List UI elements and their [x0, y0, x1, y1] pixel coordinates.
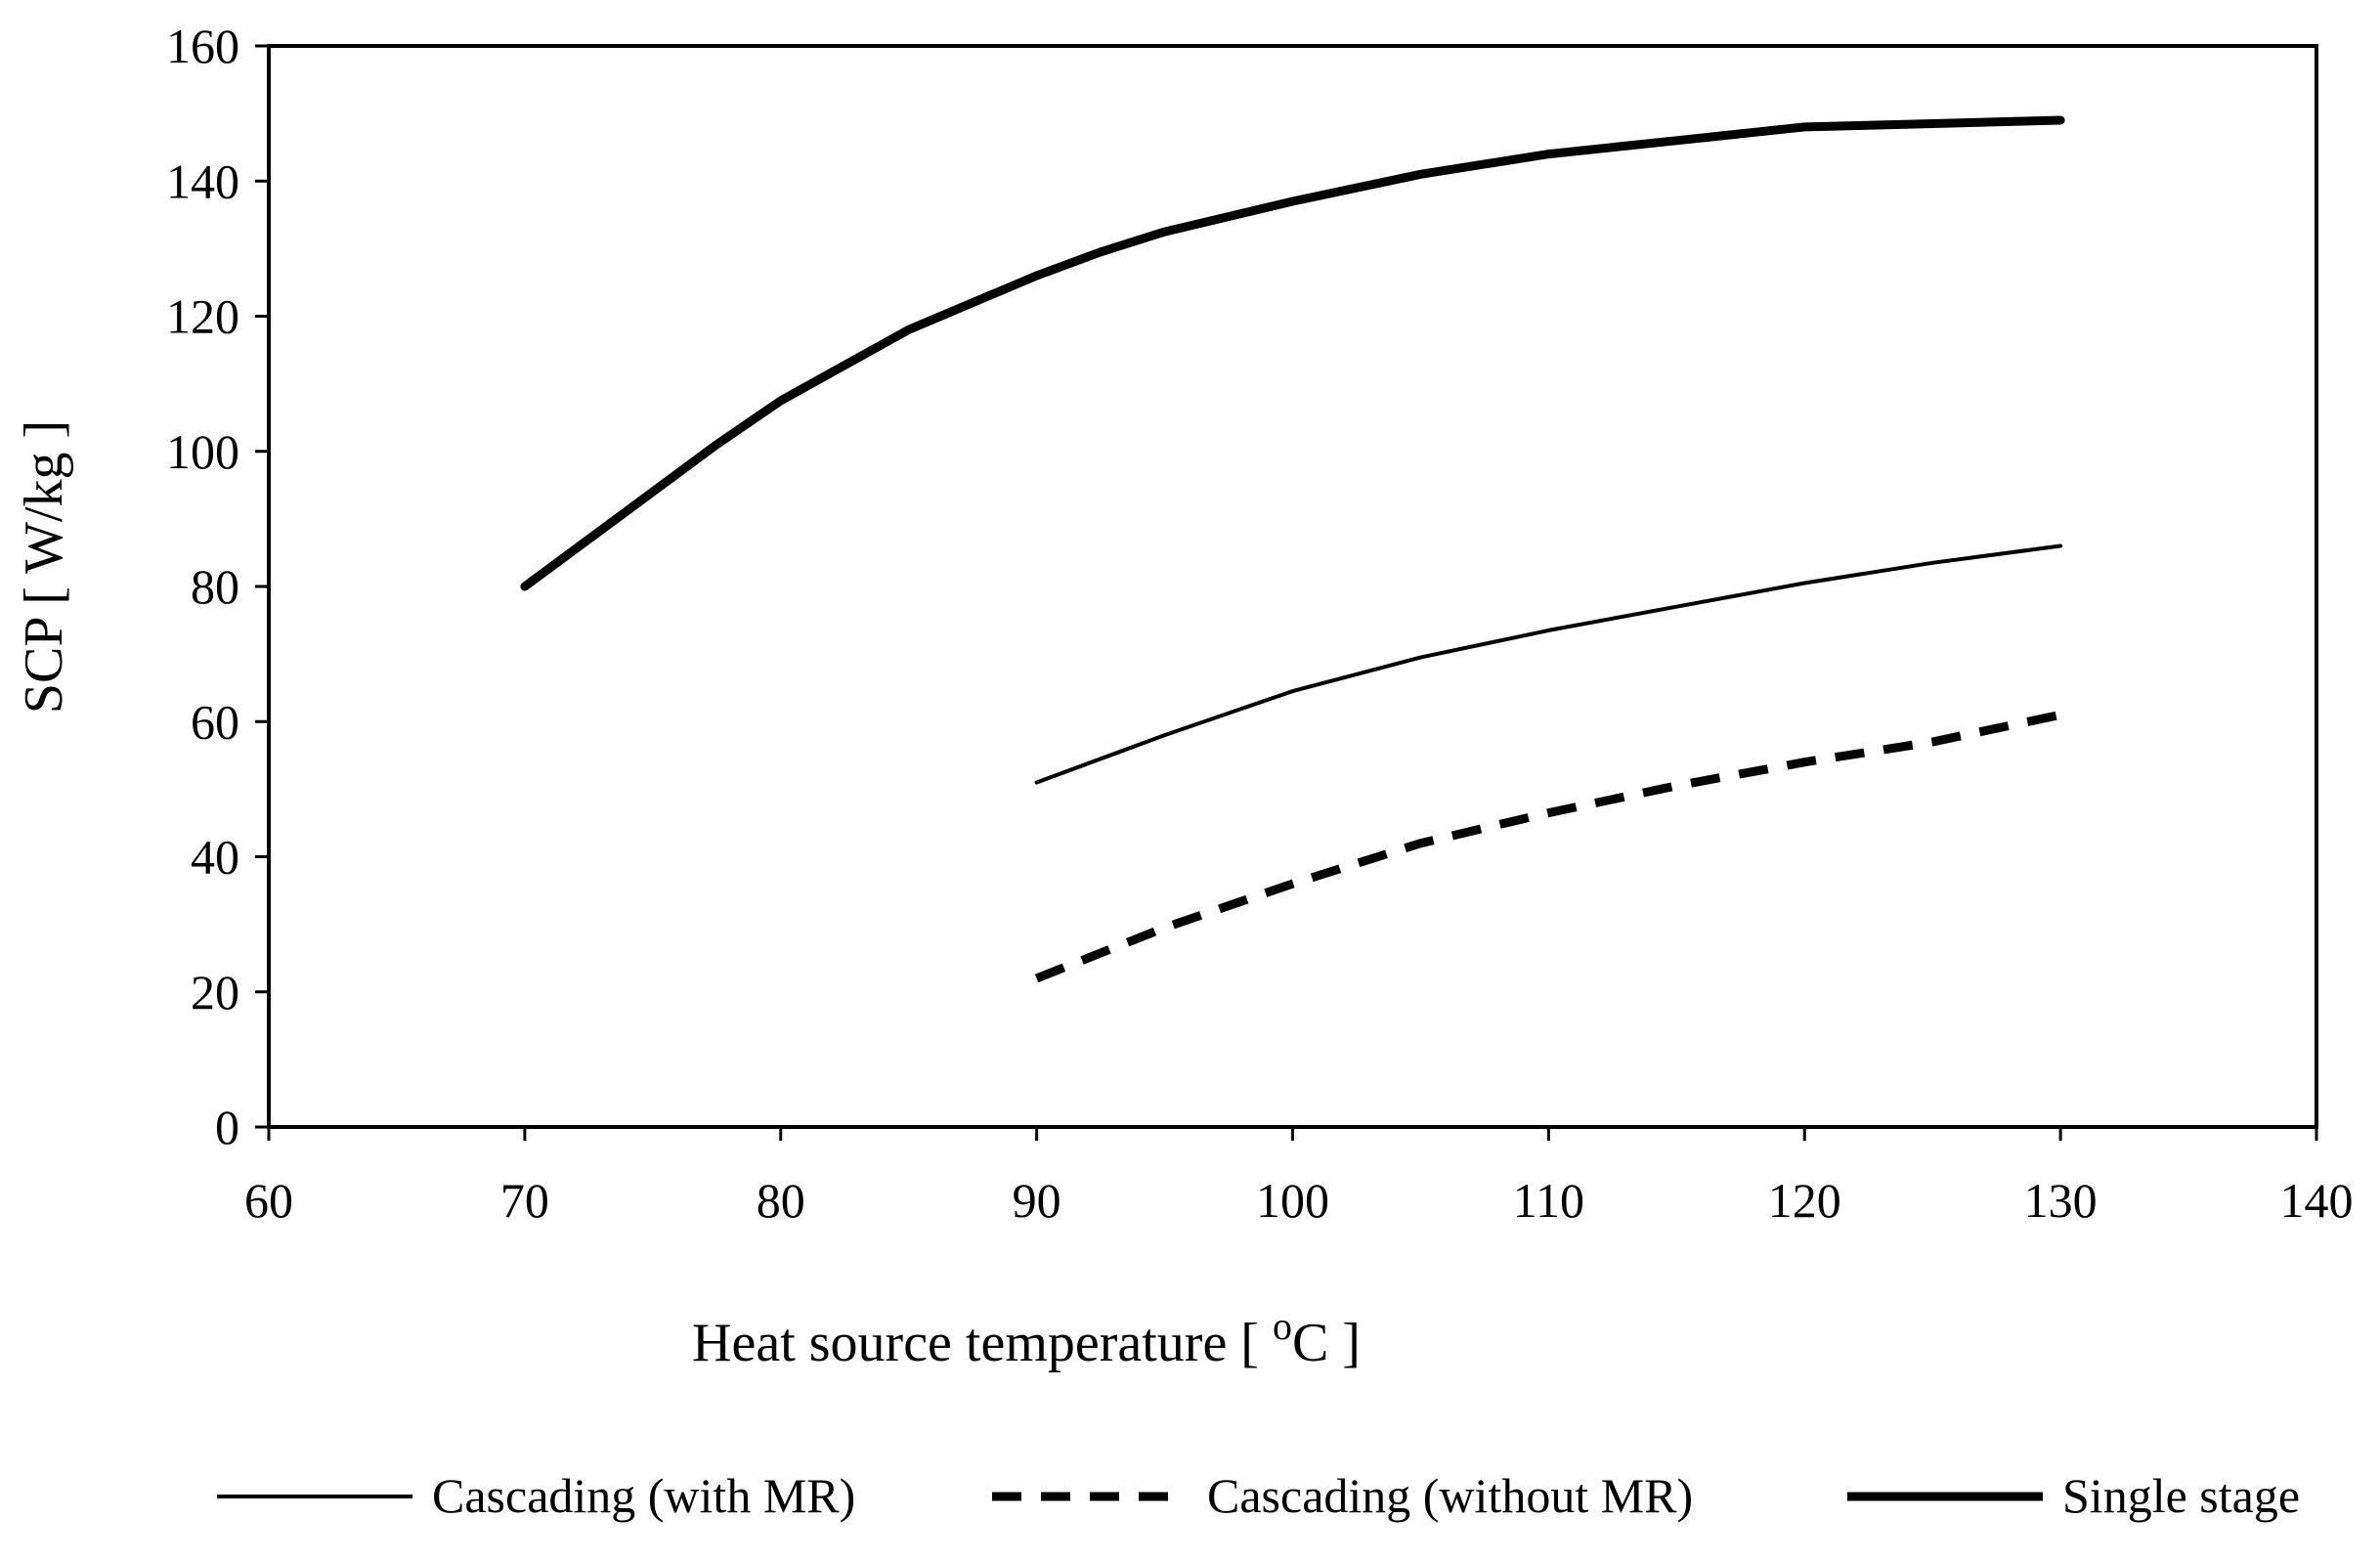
y-tick-label: 80 [191, 559, 239, 614]
x-axis-label-superscript: o [1273, 1304, 1292, 1348]
y-tick-label: 140 [166, 153, 239, 208]
y-tick-label: 120 [166, 289, 239, 344]
y-tick-label: 160 [166, 19, 239, 73]
x-tick-label: 90 [1013, 1173, 1061, 1228]
y-tick-label: 0 [215, 1100, 239, 1154]
axes: 60 70 80 90 100 110 120 130 140 0 20 40 60 80 100 120 14… [166, 19, 2354, 1228]
series-line-cascading-without-mr [1034, 710, 2062, 983]
x-axis-label: Heat source temperature [ oC ] [692, 1304, 1361, 1373]
y-axis-label: SCP [ W/kg ] [14, 420, 74, 714]
legend-label: Cascading (with MR) [432, 1468, 855, 1523]
x-tick-label: 100 [1256, 1173, 1329, 1228]
legend-label: Cascading (without MR) [1207, 1468, 1693, 1523]
x-tick-label: 60 [244, 1173, 293, 1228]
y-tick-label: 100 [166, 424, 239, 479]
y-tick-label: 60 [191, 694, 239, 749]
x-tick-label: 70 [500, 1173, 549, 1228]
series-line-single-stage [520, 115, 2065, 591]
x-tick-label: 80 [757, 1173, 805, 1228]
series-group [520, 115, 2065, 983]
legend: Cascading (with MR) Cascading (without MR… [217, 1468, 2300, 1523]
y-tick-label: 40 [191, 830, 239, 885]
x-axis-label-suffix: C ] [1292, 1313, 1361, 1373]
legend-label: Single stage [2062, 1468, 2300, 1523]
x-tick-label: 110 [1513, 1173, 1584, 1228]
series-line-cascading-with-mr [1034, 543, 2063, 785]
x-axis-label-main: Heat source temperature [ [692, 1313, 1273, 1373]
x-tick-label: 130 [2024, 1173, 2098, 1228]
x-tick-label: 120 [1768, 1173, 1841, 1228]
x-tick-label: 140 [2280, 1173, 2354, 1228]
y-tick-label: 20 [191, 965, 239, 1019]
